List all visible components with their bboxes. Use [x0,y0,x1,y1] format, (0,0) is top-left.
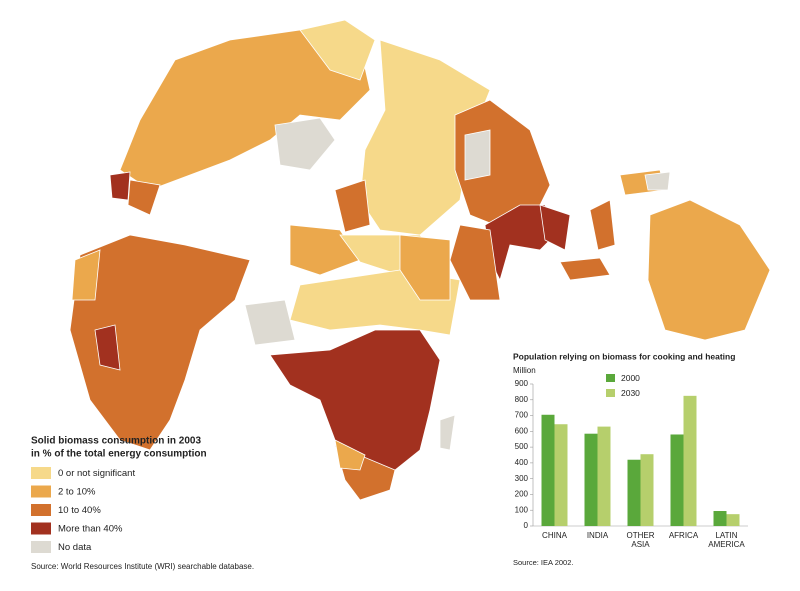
legend-label: No data [58,542,92,553]
y-tick-label: 900 [515,379,529,388]
bar [597,426,611,526]
region [244,299,296,346]
region [334,439,366,471]
region [644,171,671,191]
region [589,199,616,251]
bar [584,433,598,526]
source: Source: World Resources Institute (WRI) … [31,562,254,571]
region [449,224,501,301]
legend-swatch [31,541,51,553]
bar-chart: 0 100 200 300 400 500 600 700 800 900 2000 2030 [515,373,748,530]
region [334,179,371,233]
legend-label: More than 40% [58,524,123,535]
y-tick-label: 400 [515,458,529,467]
legend-label: 2000 [621,373,640,383]
y-tick-label: 200 [515,490,529,499]
region [71,249,101,301]
chart-source: Source: IEA 2002. [513,558,573,567]
bar [554,424,568,526]
x-tick-label: LATIN AMERICA [708,531,745,549]
legend-swatch [31,467,51,479]
legend-swatch [31,504,51,516]
bar [627,459,641,526]
y-tick-label: 300 [515,474,529,483]
legend-label: 2 to 10% [58,487,96,498]
legend-title: Solid biomass consumption in 2003 [31,436,201,447]
y-tick-label: 0 [524,521,529,530]
region [127,179,161,216]
y-axis-label: Million [513,366,536,375]
x-tick-label: OTHER ASIA [626,531,655,549]
region [94,324,121,371]
x-tick-label: CHINA [542,531,567,540]
legend-swatch [31,485,51,498]
legend-label: 10 to 40% [58,505,101,516]
legend-swatch [606,389,615,397]
y-tick-label: 700 [515,411,529,420]
world-map [69,19,771,501]
legend-label: 2030 [621,388,640,398]
bar [640,454,654,526]
region [647,199,771,341]
bar [726,514,740,526]
x-tick-label: AFRICA [668,531,699,540]
y-tick-label: 800 [515,395,529,404]
legend-swatch [606,374,615,382]
y-tick-label: 600 [515,426,529,435]
region [399,234,451,301]
bar [541,414,555,526]
map-legend: 0 or not significant 2 to 10% 10 to 40% Mor… [31,467,135,553]
region [289,224,361,276]
region [464,129,491,181]
region [559,257,611,281]
region [299,19,376,81]
legend-title: in % of the total energy consumption [31,449,207,460]
y-tick-label: 500 [515,442,529,451]
region [539,204,571,251]
legend-label: 0 or not significant [58,468,135,479]
x-tick-label: INDIA [586,531,609,540]
bar [670,434,684,526]
bar [713,511,727,526]
region [439,414,456,451]
region [269,329,441,471]
legend-swatch [31,522,51,535]
bar [683,395,697,526]
region [274,117,336,171]
region [109,171,131,201]
chart-title: Population relying on biomass for cookin… [513,351,735,361]
region [69,234,251,451]
y-tick-label: 100 [515,505,529,514]
